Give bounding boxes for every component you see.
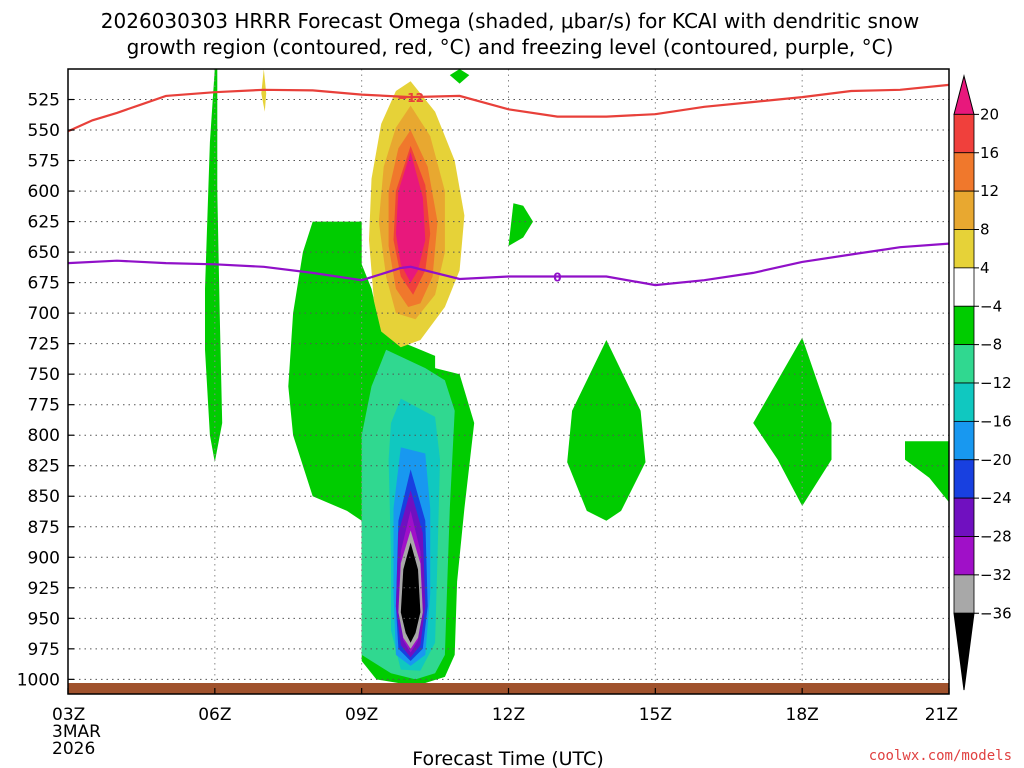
ytick-label-800: 800: [28, 426, 60, 446]
omega-region-2: [449, 69, 470, 84]
colorbar-label-0: 20: [980, 105, 999, 123]
colorbar-label-9: −20: [980, 451, 1012, 469]
xtick-label-1: 06Z: [198, 705, 231, 725]
omega-region-4: [567, 340, 646, 521]
colorbar-box-7: [953, 344, 975, 384]
ytick-label-625: 625: [28, 213, 60, 233]
colorbar-label-2: 12: [980, 182, 999, 200]
ytick-label-925: 925: [28, 579, 60, 599]
colorbar-label-12: −32: [980, 566, 1012, 584]
ytick-label-825: 825: [28, 457, 60, 477]
gridlines: [68, 69, 949, 694]
chart-title-line2: growth region (contoured, red, °C) and f…: [127, 35, 894, 59]
ytick-label-575: 575: [28, 152, 60, 172]
colorbar-label-5: −4: [980, 297, 1002, 315]
site-credit: coolwx.com/models: [869, 748, 1012, 764]
colorbar-label-3: 8: [980, 221, 990, 239]
contour-freezing-level: [68, 242, 949, 287]
contour-label-dendritic-growth-region: −12: [397, 91, 424, 105]
omega-region-20: [395, 152, 426, 283]
omega-region-3: [508, 203, 533, 246]
ytick-label-950: 950: [28, 609, 60, 629]
xtick-label-2: 09Z: [345, 705, 378, 725]
plot-area: −12 0: [68, 69, 949, 694]
colorbar-box-9: [953, 420, 975, 461]
omega-region-5: [753, 337, 832, 506]
omega-region-15: [400, 542, 421, 643]
colorbar-box-2: [953, 152, 975, 192]
xtick-year: 2026: [52, 739, 95, 759]
colorbar-box-13: [953, 574, 975, 614]
ytick-label-550: 550: [28, 121, 60, 141]
colorbar-label-11: −28: [980, 528, 1012, 546]
xtick-label-5: 18Z: [786, 705, 819, 725]
xtick-label-4: 15Z: [639, 705, 672, 725]
colorbar-box-6: [953, 305, 975, 346]
ytick-label-750: 750: [28, 365, 60, 385]
xtick-label-3: 12Z: [492, 705, 525, 725]
colorbar-box-12: [953, 536, 975, 576]
ytick-label-700: 700: [28, 304, 60, 324]
contour-dendritic-growth-region: [68, 83, 949, 133]
y-axis-ticks: 525 550 575 600 625 650 675 700 725 750 775 800 825 8…: [17, 91, 74, 690]
colorbar-label-7: −12: [980, 374, 1012, 392]
ytick-label-650: 650: [28, 243, 60, 263]
colorbar-box-11: [953, 497, 975, 537]
colorbar: 20 16 12 8 4 −4 −8 −12 −16 −20 −24 −28 −32 −36: [953, 74, 1012, 691]
colorbar-box-10: [953, 459, 975, 499]
ytick-label-875: 875: [28, 518, 60, 538]
ytick-label-525: 525: [28, 91, 60, 111]
xtick-label-0: 03Z: [52, 705, 85, 725]
ytick-label-675: 675: [28, 274, 60, 294]
ytick-label-775: 775: [28, 396, 60, 416]
xtick-date: 3MAR: [52, 722, 101, 742]
colorbar-box-5: [953, 267, 975, 307]
colorbar-label-6: −8: [980, 336, 1002, 354]
ytick-label-900: 900: [28, 548, 60, 568]
omega-shading: [205, 69, 949, 685]
ytick-label-725: 725: [28, 335, 60, 355]
colorbar-box-8: [953, 382, 975, 422]
colorbar-label-1: 16: [980, 144, 999, 162]
colorbar-box-4: [953, 229, 975, 269]
x-axis-label: Forecast Time (UTC): [412, 748, 603, 768]
colorbar-label-8: −16: [980, 412, 1012, 430]
omega-region-0: [205, 69, 223, 463]
omega-region-6: [905, 441, 949, 503]
colorbar-bottom-arrow: [953, 612, 975, 691]
contour-label-freezing-level: 0: [553, 271, 561, 285]
xtick-label-6: 21Z: [925, 705, 958, 725]
colorbar-label-10: −24: [980, 489, 1012, 507]
ytick-label-850: 850: [28, 487, 60, 507]
colorbar-label-13: −36: [980, 604, 1012, 622]
colorbar-box-3: [953, 190, 975, 230]
colorbar-box-1: [953, 113, 975, 154]
ytick-label-600: 600: [28, 182, 60, 202]
chart-title-line1: 2026030303 HRRR Forecast Omega (shaded, …: [101, 9, 919, 33]
colorbar-top-arrow: [953, 74, 975, 115]
contour-lines: −12 0: [68, 83, 949, 287]
ytick-label-1000: 1000: [17, 670, 60, 690]
ytick-label-975: 975: [28, 640, 60, 660]
colorbar-label-4: 4: [980, 259, 990, 277]
